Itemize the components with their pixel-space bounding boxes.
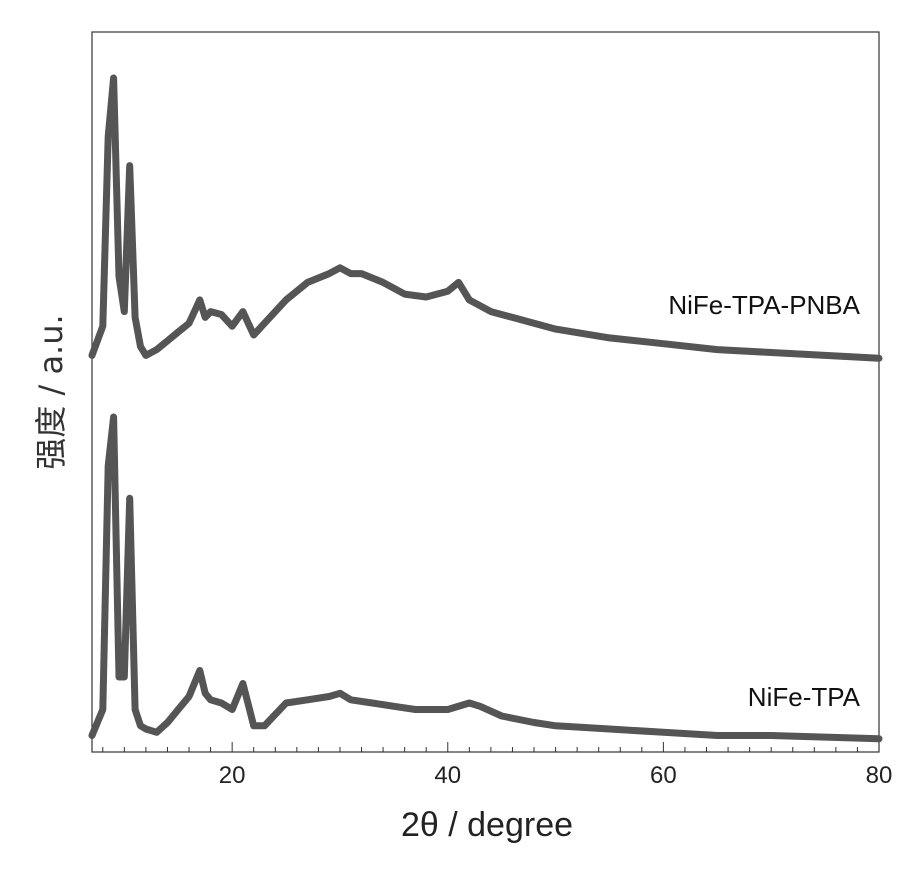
- series-label-nife-tpa-pnba: NiFe-TPA-PNBA: [668, 290, 860, 320]
- series-line-0: [88, 74, 883, 362]
- x-axis-title: 2θ / degree: [401, 806, 573, 844]
- series-line-1: [88, 413, 883, 743]
- plot-frame: [91, 31, 880, 753]
- x-tick-label: 80: [866, 762, 893, 789]
- series-label-nife-tpa: NiFe-TPA: [748, 682, 861, 712]
- x-tick-label: 60: [650, 762, 677, 789]
- x-axis-ticks: 20 40 60 80: [102, 742, 893, 789]
- y-axis-title: 强度 / a.u.: [32, 314, 70, 469]
- x-tick-label: 40: [434, 762, 461, 789]
- x-tick-label: 20: [219, 762, 246, 789]
- series-layer: [88, 74, 883, 743]
